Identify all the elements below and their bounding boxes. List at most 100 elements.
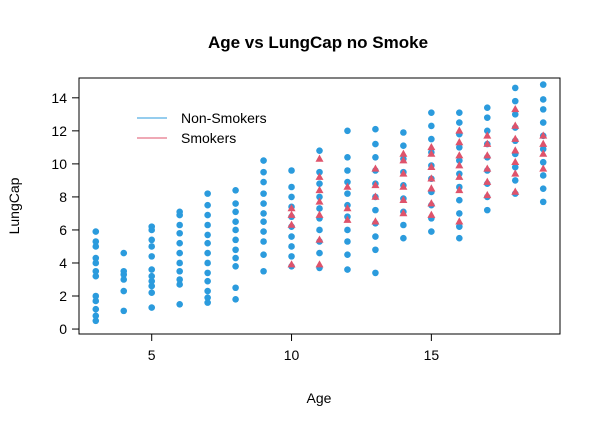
point-non-smoker xyxy=(483,127,491,135)
point-non-smoker xyxy=(456,210,463,217)
point-non-smoker xyxy=(204,299,211,306)
point-non-smoker xyxy=(148,243,156,250)
point-smoker xyxy=(483,190,492,199)
point-non-smoker xyxy=(344,153,351,161)
point-smoker xyxy=(315,154,324,162)
point-non-smoker xyxy=(204,201,211,209)
point-smoker xyxy=(427,149,436,157)
point-non-smoker xyxy=(92,305,100,313)
data-points xyxy=(92,81,548,325)
point-non-smoker xyxy=(456,157,463,164)
x-axis-label: Age xyxy=(307,390,332,406)
point-non-smoker xyxy=(456,234,463,242)
y-tick-label: 2 xyxy=(59,288,67,304)
point-non-smoker xyxy=(120,276,128,283)
point-non-smoker xyxy=(232,200,239,207)
point-non-smoker xyxy=(511,111,519,118)
point-non-smoker xyxy=(372,125,379,133)
point-non-smoker xyxy=(120,307,128,315)
point-non-smoker xyxy=(400,221,407,229)
point-non-smoker xyxy=(232,246,239,254)
point-non-smoker xyxy=(148,253,156,260)
point-non-smoker xyxy=(456,119,463,126)
point-non-smoker xyxy=(539,158,547,166)
point-non-smoker xyxy=(288,193,295,201)
point-non-smoker xyxy=(232,187,239,194)
point-smoker xyxy=(315,235,324,243)
point-non-smoker xyxy=(148,223,156,230)
point-non-smoker xyxy=(204,239,211,247)
point-smoker xyxy=(399,209,408,217)
point-non-smoker xyxy=(316,180,323,188)
point-non-smoker xyxy=(120,249,128,257)
point-non-smoker xyxy=(232,262,239,270)
point-non-smoker xyxy=(260,267,267,275)
point-non-smoker xyxy=(344,127,351,135)
point-non-smoker xyxy=(260,168,267,176)
point-non-smoker xyxy=(204,221,211,229)
point-non-smoker xyxy=(372,140,379,148)
point-smoker xyxy=(483,177,492,185)
y-tick-label: 4 xyxy=(59,255,67,271)
point-smoker xyxy=(287,220,296,228)
point-non-smoker xyxy=(456,144,463,151)
point-smoker xyxy=(511,134,520,142)
point-non-smoker xyxy=(176,229,183,237)
point-smoker xyxy=(539,164,548,172)
point-smoker xyxy=(427,184,436,192)
point-non-smoker xyxy=(148,266,156,273)
point-non-smoker xyxy=(260,157,267,164)
point-smoker xyxy=(483,131,492,139)
point-smoker xyxy=(427,199,436,207)
point-non-smoker xyxy=(344,226,351,234)
point-smoker xyxy=(399,182,408,190)
point-smoker xyxy=(511,187,520,195)
point-non-smoker xyxy=(148,304,156,311)
point-non-smoker xyxy=(176,300,183,308)
point-non-smoker xyxy=(372,246,379,254)
point-non-smoker xyxy=(92,292,100,300)
point-smoker xyxy=(483,151,492,159)
y-tick-label: 8 xyxy=(59,189,67,205)
point-non-smoker xyxy=(539,96,547,103)
x-tick-label: 10 xyxy=(284,347,300,363)
point-non-smoker xyxy=(428,109,435,116)
point-non-smoker xyxy=(400,129,407,136)
point-smoker xyxy=(511,121,520,129)
point-smoker xyxy=(371,180,380,189)
y-tick-label: 6 xyxy=(59,222,67,238)
point-non-smoker xyxy=(204,249,211,257)
point-non-smoker xyxy=(316,168,323,176)
point-non-smoker xyxy=(456,109,463,116)
point-non-smoker xyxy=(260,218,267,225)
point-smoker xyxy=(511,104,520,113)
point-smoker xyxy=(371,217,380,225)
point-non-smoker xyxy=(148,236,156,244)
y-tick-label: 12 xyxy=(51,123,67,139)
y-tick-label: 10 xyxy=(51,156,67,172)
point-non-smoker xyxy=(92,254,100,262)
point-non-smoker xyxy=(120,267,128,275)
point-non-smoker xyxy=(176,259,183,267)
point-smoker xyxy=(315,260,324,268)
point-smoker xyxy=(455,185,464,194)
point-non-smoker xyxy=(176,221,183,229)
point-non-smoker xyxy=(232,296,239,303)
point-smoker xyxy=(455,138,464,146)
point-non-smoker xyxy=(92,312,100,320)
point-non-smoker xyxy=(539,198,547,206)
point-smoker xyxy=(399,149,408,157)
point-non-smoker xyxy=(483,206,491,214)
point-smoker xyxy=(343,204,352,212)
point-non-smoker xyxy=(260,178,267,186)
chart-title: Age vs LungCap no Smoke xyxy=(208,33,428,52)
point-non-smoker xyxy=(511,84,519,92)
point-non-smoker xyxy=(316,205,323,212)
point-non-smoker xyxy=(400,142,407,150)
legend: Non-Smokers Smokers xyxy=(137,110,267,146)
point-non-smoker xyxy=(344,190,351,197)
point-non-smoker xyxy=(288,243,295,250)
x-tick-label: 15 xyxy=(424,347,440,363)
point-non-smoker xyxy=(176,276,183,283)
point-non-smoker xyxy=(511,163,519,171)
